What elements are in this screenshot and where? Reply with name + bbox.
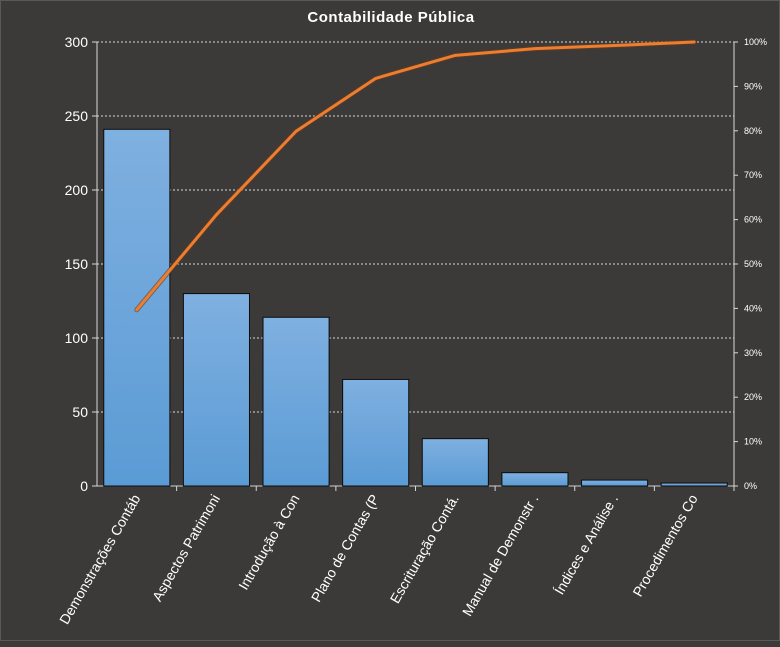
y2-tick-label: 60% xyxy=(744,215,762,225)
y-tick-label: 250 xyxy=(65,108,89,124)
y2-tick-label: 90% xyxy=(744,81,762,91)
cumulative-line xyxy=(135,40,696,312)
y2-tick-label: 30% xyxy=(744,348,762,358)
x-tick-label: Plano de Contas (P xyxy=(308,492,383,605)
cumulative-line-shadow xyxy=(134,39,697,313)
x-tick-label: Aspectos Patrimoni xyxy=(149,492,223,604)
bar xyxy=(501,472,569,487)
y-tick-label: 50 xyxy=(72,404,88,420)
y2-tick-label: 50% xyxy=(744,259,762,269)
y2-tick-label: 40% xyxy=(744,303,762,313)
bar xyxy=(660,482,728,487)
y-tick-label: 100 xyxy=(65,330,89,346)
bar xyxy=(262,316,330,487)
x-tick-label: Demonstrações Contáb xyxy=(56,491,144,627)
y2-tick-label: 0% xyxy=(744,481,757,491)
x-tick-label: Índices e Análise . xyxy=(551,492,621,598)
bar xyxy=(182,293,250,487)
x-tick-label: Introdução à Con xyxy=(235,492,303,593)
y2-tick-label: 20% xyxy=(744,392,762,402)
y-tick-label: 0 xyxy=(80,478,88,494)
chart-title: Contabilidade Pública xyxy=(307,9,475,26)
bar xyxy=(421,438,489,487)
y-tick-label: 300 xyxy=(65,34,89,50)
y-tick-label: 200 xyxy=(65,182,89,198)
x-tick-label: Procedimentos Co xyxy=(629,491,701,599)
bar xyxy=(342,378,410,487)
y2-tick-label: 10% xyxy=(744,437,762,447)
x-tick-label: Escrituração Contá. xyxy=(387,492,462,606)
x-tick-label: Manual de Demonstr . xyxy=(459,492,542,619)
y2-tick-label: 70% xyxy=(744,170,762,180)
bar xyxy=(581,479,649,487)
y2-tick-label: 80% xyxy=(744,126,762,136)
y2-tick-label: 100% xyxy=(744,37,767,47)
y-tick-label: 150 xyxy=(65,256,89,272)
